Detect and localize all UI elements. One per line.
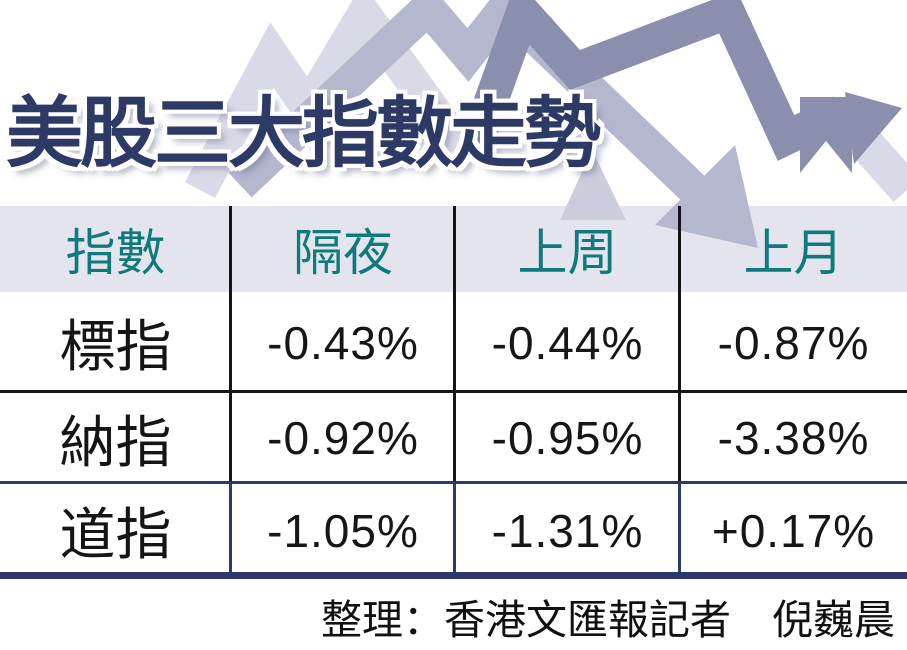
cell-sp500-last-month: -0.87%: [717, 316, 870, 369]
row-label-sp500: 標指: [59, 315, 172, 378]
column-header-overnight: 隔夜: [293, 225, 393, 281]
column-divider-2-bottom: [453, 483, 456, 575]
cell-dow-overnight: -1.05%: [267, 504, 419, 557]
cell-nasdaq-last-month: -3.38%: [717, 412, 870, 464]
cell-nasdaq-last-week: -0.95%: [491, 412, 644, 464]
page-title: 美股三大指數走勢: [6, 91, 601, 177]
column-divider-3: [678, 206, 681, 483]
cell-dow-last-week: -1.31%: [491, 504, 644, 557]
row-label-nasdaq: 納指: [59, 410, 172, 474]
source-credit: 整理：香港文匯報記者 倪巍晨: [321, 597, 895, 643]
row-divider-1: [0, 390, 907, 393]
cell-nasdaq-overnight: -0.92%: [267, 412, 419, 464]
cell-dow-last-month: +0.17%: [711, 504, 876, 557]
row-label-dow: 道指: [59, 503, 172, 566]
column-divider-3-bottom: [678, 483, 681, 575]
row-divider-2: [0, 481, 907, 484]
column-header-last-week: 上周: [517, 225, 618, 281]
cell-sp500-last-week: -0.44%: [491, 316, 644, 369]
index-table: 指數 隔夜 上周 上月 標指 -0.43% -0.44% -0.87% 納指 -…: [0, 206, 907, 578]
cell-sp500-overnight: -0.43%: [267, 316, 419, 369]
column-header-index: 指數: [65, 225, 166, 281]
column-divider-1: [229, 206, 232, 483]
column-divider-2: [453, 206, 456, 483]
column-header-last-month: 上月: [743, 225, 844, 281]
column-divider-1-bottom: [229, 483, 232, 575]
zigzag-trend-dark-up-arrow-icon: [453, 0, 902, 173]
table-bottom-rule: [0, 572, 907, 579]
